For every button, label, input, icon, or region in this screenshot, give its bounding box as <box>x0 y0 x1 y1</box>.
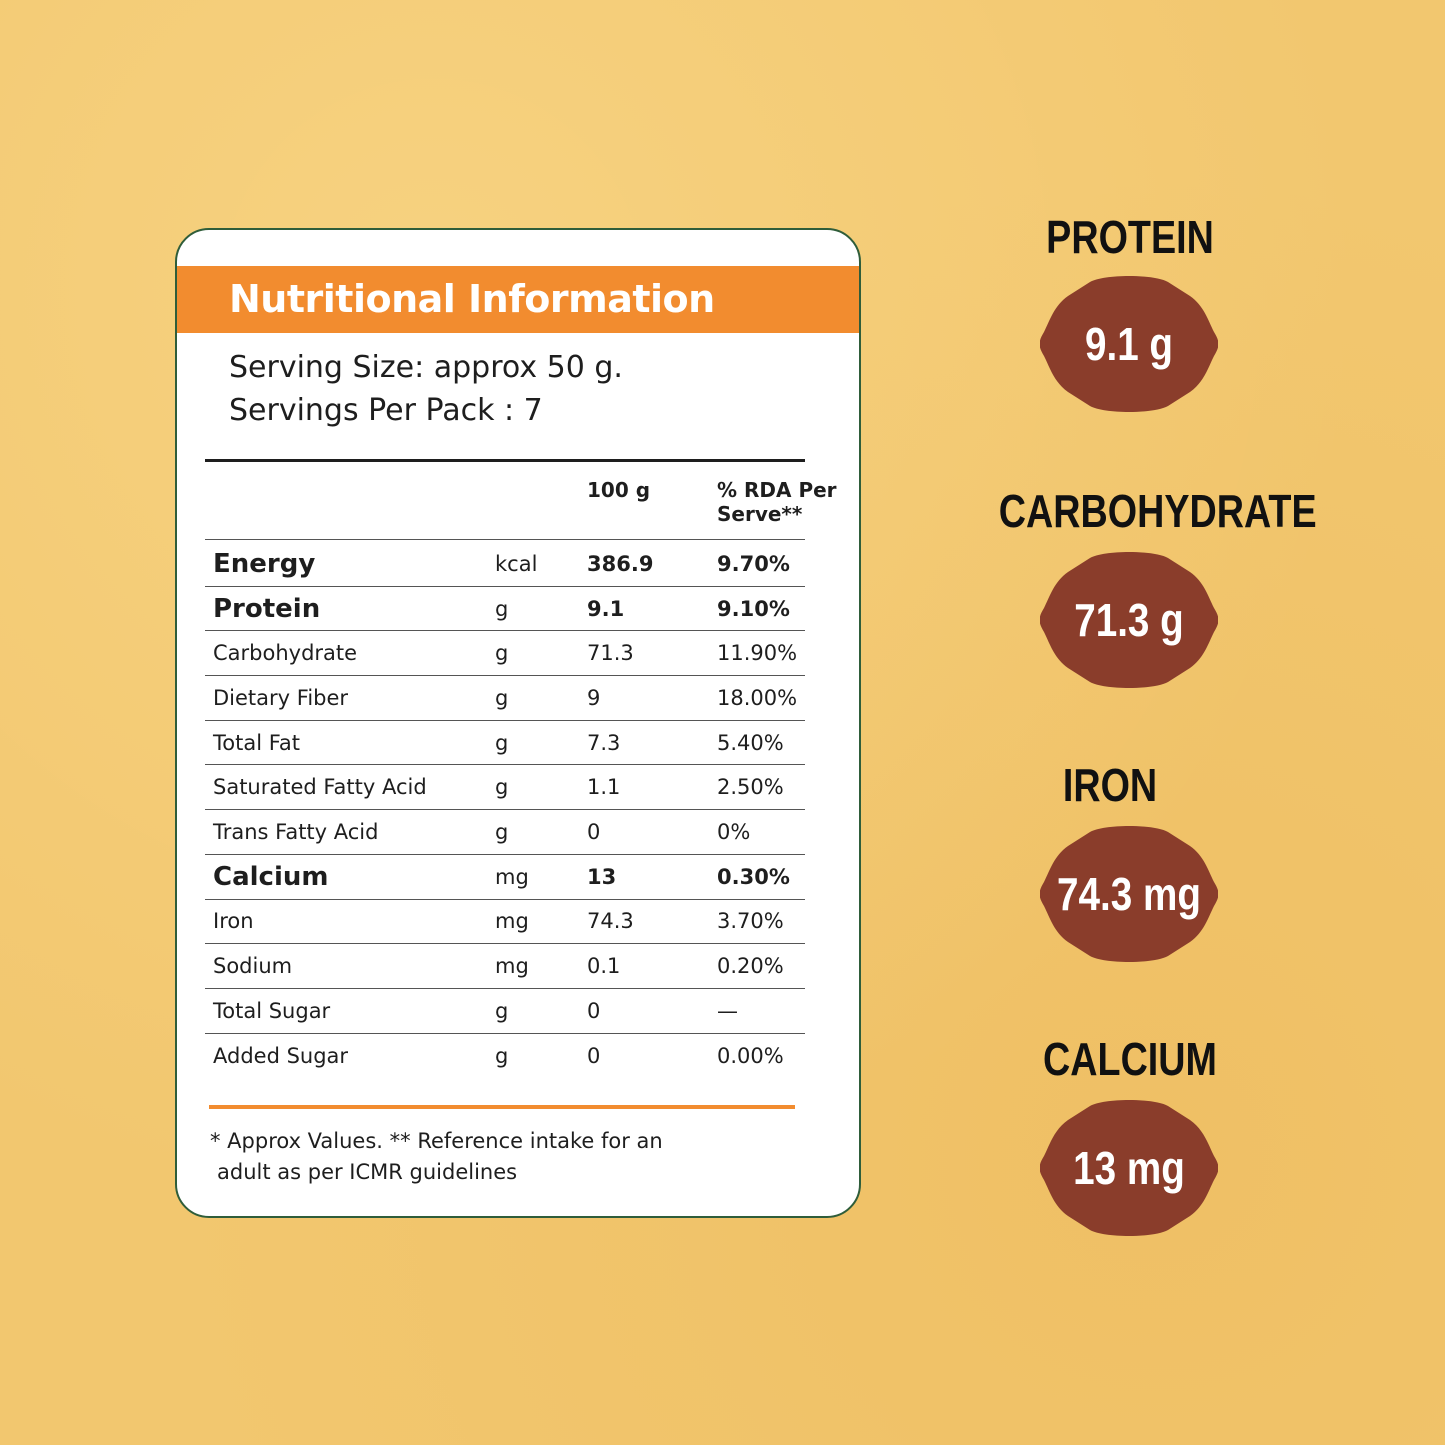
row-rda: 5.40% <box>717 730 784 755</box>
table-row: Trans Fatty Acid g 0 0% <box>205 810 805 855</box>
row-rda: 9.10% <box>717 596 790 621</box>
row-value: 386.9 <box>587 551 654 576</box>
highlight-label: CALCIUM <box>1043 1033 1217 1085</box>
badge-shape-icon <box>1040 552 1218 688</box>
value-badge: 74.3 mg <box>1040 826 1218 962</box>
row-unit: g <box>495 998 509 1023</box>
row-rda: 11.90% <box>717 641 798 666</box>
value-badge: 71.3 g <box>1040 552 1218 688</box>
table-row: Calcium mg 13 0.30% <box>205 855 805 900</box>
row-value: 0 <box>587 819 601 844</box>
row-rda: 18.00% <box>717 685 798 710</box>
footnote-line-2: adult as per ICMR guidelines <box>217 1160 518 1184</box>
column-header-rda: % RDA Per Serve** <box>717 478 837 526</box>
table-row: Total Fat g 7.3 5.40% <box>205 721 805 766</box>
table-row: Carbohydrate g 71.3 11.90% <box>205 631 805 677</box>
table-header: 100 g % RDA Per Serve** <box>205 462 837 540</box>
badge-value: 71.3 g <box>1074 594 1184 646</box>
row-value: 9 <box>587 685 601 710</box>
servings-per-pack: Servings Per Pack : 7 <box>229 393 543 428</box>
row-unit: g <box>495 730 509 755</box>
row-rda: 0% <box>717 819 751 844</box>
row-name: Added Sugar <box>213 1043 349 1068</box>
table-row: Added Sugar g 0 0.00% <box>205 1034 805 1079</box>
row-value: 71.3 <box>587 641 634 666</box>
row-unit: g <box>495 685 509 710</box>
badge-shape-icon <box>1040 276 1218 412</box>
row-value: 74.3 <box>587 909 634 934</box>
card-header: Nutritional Information <box>177 266 859 333</box>
row-name: Total Sugar <box>213 998 331 1023</box>
column-header-100g: 100 g <box>587 478 651 502</box>
row-value: 13 <box>587 864 617 889</box>
value-badge: 13 mg <box>1040 1100 1218 1236</box>
row-unit: kcal <box>495 551 538 576</box>
row-rda: 0.30% <box>717 864 790 889</box>
row-name: Iron <box>213 909 254 934</box>
row-unit: g <box>495 596 509 621</box>
row-rda: 9.70% <box>717 551 790 576</box>
table-top-rule <box>205 459 805 462</box>
table-row: Sodium mg 0.1 0.20% <box>205 944 805 989</box>
row-unit: g <box>495 775 509 800</box>
row-name: Sodium <box>213 954 293 979</box>
badge-shape-icon <box>1040 826 1218 962</box>
nutrition-card: Nutritional Information Serving Size: ap… <box>175 228 861 1218</box>
row-name: Dietary Fiber <box>213 685 349 710</box>
row-name: Trans Fatty Acid <box>213 819 379 844</box>
footnote-divider <box>209 1105 795 1109</box>
highlight-label: PROTEIN <box>1046 211 1214 263</box>
badge-value: 74.3 mg <box>1057 868 1201 920</box>
table-row: Energy kcal 386.9 9.70% <box>205 542 805 587</box>
row-unit: g <box>495 1043 509 1068</box>
serving-size: Serving Size: approx 50 g. <box>229 350 623 385</box>
row-name: Saturated Fatty Acid <box>213 775 427 800</box>
row-rda: — <box>717 998 738 1023</box>
row-value: 1.1 <box>587 775 621 800</box>
row-name: Carbohydrate <box>213 641 358 666</box>
row-rda: 0.20% <box>717 954 784 979</box>
row-value: 0 <box>587 1043 601 1068</box>
row-unit: mg <box>495 954 529 979</box>
badge-value: 9.1 g <box>1084 318 1174 370</box>
row-value: 0.1 <box>587 954 621 979</box>
row-value: 9.1 <box>587 596 625 621</box>
row-name: Protein <box>213 593 321 624</box>
card-title: Nutritional Information <box>229 277 715 321</box>
row-rda: 3.70% <box>717 909 784 934</box>
highlight-label: CARBOHYDRATE <box>998 485 1317 537</box>
row-unit: mg <box>495 909 529 934</box>
footnote-line-1: * Approx Values. ** Reference intake for… <box>210 1129 663 1153</box>
nutrition-table: Energy kcal 386.9 9.70% Protein g 9.1 9.… <box>205 542 805 1078</box>
value-badge: 9.1 g <box>1040 276 1218 412</box>
footnote: * Approx Values. ** Reference intake for… <box>210 1126 770 1188</box>
table-row: Iron mg 74.3 3.70% <box>205 900 805 945</box>
row-unit: g <box>495 641 509 666</box>
row-unit: g <box>495 819 509 844</box>
table-row: Protein g 9.1 9.10% <box>205 587 805 632</box>
table-row: Dietary Fiber g 9 18.00% <box>205 676 805 721</box>
badge-shape-icon <box>1040 1100 1218 1236</box>
table-row: Saturated Fatty Acid g 1.1 2.50% <box>205 765 805 811</box>
row-rda: 0.00% <box>717 1043 784 1068</box>
row-value: 0 <box>587 998 601 1023</box>
row-name: Total Fat <box>213 730 300 755</box>
row-value: 7.3 <box>587 730 621 755</box>
highlight-label: IRON <box>1062 759 1158 811</box>
row-unit: mg <box>495 864 529 889</box>
row-name: Calcium <box>213 861 329 892</box>
row-name: Energy <box>213 548 316 579</box>
table-row: Total Sugar g 0 — <box>205 989 805 1034</box>
badge-value: 13 mg <box>1073 1142 1185 1194</box>
row-rda: 2.50% <box>717 775 784 800</box>
